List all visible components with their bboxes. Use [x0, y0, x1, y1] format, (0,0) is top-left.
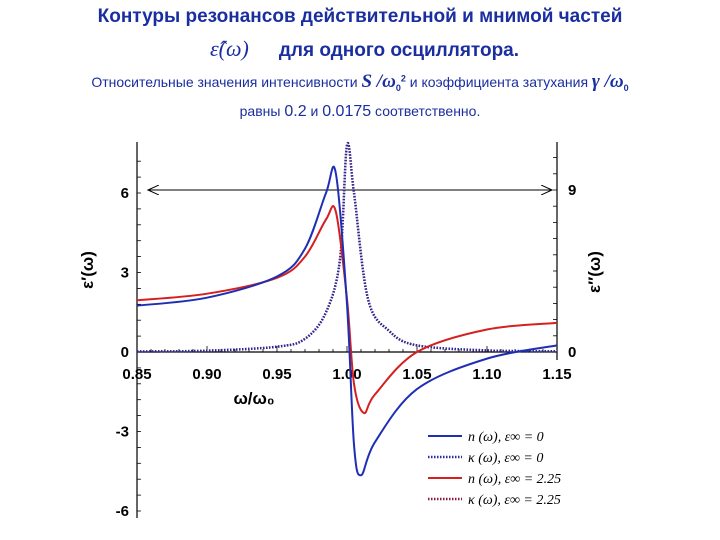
damping-value: 0.0175 — [322, 103, 372, 120]
series-line-0 — [136, 165, 558, 477]
legend-label-0: n (ω), ε∞ = 0 — [468, 430, 544, 445]
x-tick-label: 0.85 — [122, 366, 151, 383]
title-line1: Контуры резонансов действительной и мним… — [97, 6, 623, 27]
x-tick-label: 0.90 — [192, 366, 221, 383]
epsilon-hat-symbol: ε̂(ω) — [210, 36, 249, 61]
left-y-axis-label: ε′(ω) — [78, 251, 97, 289]
legend-label-2: n (ω), ε∞ = 2.25 — [468, 472, 561, 487]
subtitle-text-a: Относительные значения интенсивности — [91, 74, 358, 90]
x-tick-label: 1.05 — [402, 366, 431, 383]
right-y-axis-label: ε″(ω) — [585, 251, 604, 293]
superscript-two: 2 — [400, 73, 406, 84]
left-tick-label: 0 — [121, 344, 129, 361]
legend-label-1: κ (ω), ε∞ = 0 — [468, 451, 543, 466]
subscript-zero: 0 — [395, 82, 401, 93]
subtitle-line2: равны 0.2 и 0.0175 соответственно. — [0, 103, 720, 121]
right-tick-label: 0 — [568, 344, 576, 361]
subtitle-text-b: и коэффициента затухания — [409, 74, 589, 90]
left-tick-label: 6 — [121, 185, 129, 202]
right-tick-label: 9 — [568, 182, 576, 199]
subtitle-line1: Относительные значения интенсивности S /… — [0, 71, 720, 93]
x-axis-label: ω/ω₀ — [233, 389, 274, 408]
subtitle2-and: и — [310, 103, 319, 119]
title-line2-text: для одного осциллятора. — [278, 40, 520, 61]
title-line2: ε̂(ω) для одного осциллятора. — [210, 36, 519, 62]
x-tick-label: 0.95 — [262, 366, 291, 383]
x-tick-label: 1.10 — [472, 366, 501, 383]
left-tick-label: -3 — [116, 424, 129, 441]
left-tick-label: 3 — [121, 265, 129, 282]
subscript-zero-2: 0 — [623, 82, 629, 93]
s-over-omega-symbol: S /ω — [361, 71, 396, 92]
subtitle2-text-b: соответственно. — [375, 103, 481, 119]
legend-label-3: κ (ω), ε∞ = 2.25 — [468, 493, 561, 508]
subtitle2-text-a: равны — [239, 103, 281, 119]
x-tick-label: 1.15 — [542, 366, 571, 383]
gamma-over-omega-symbol: γ /ω — [591, 71, 624, 92]
intensity-value: 0.2 — [284, 103, 307, 120]
x-tick-label: 1.00 — [332, 366, 361, 383]
series-line-1 — [136, 141, 558, 353]
left-tick-label: -6 — [116, 503, 129, 520]
